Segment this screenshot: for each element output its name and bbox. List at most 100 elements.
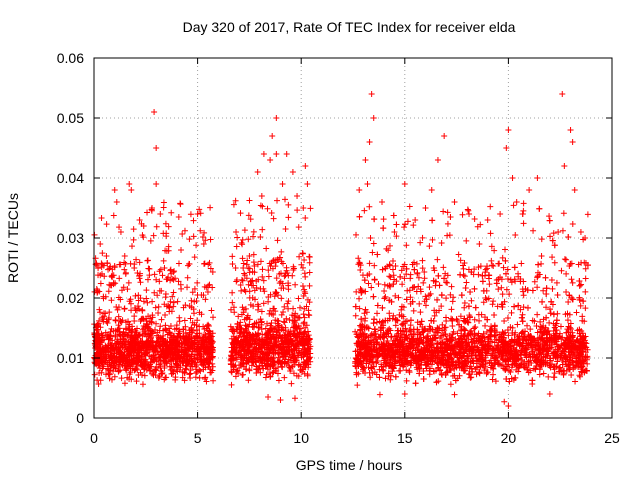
data-point xyxy=(404,218,411,225)
data-point xyxy=(131,318,138,325)
data-point xyxy=(237,210,244,217)
data-point xyxy=(121,259,128,266)
data-point xyxy=(233,278,240,285)
data-point xyxy=(449,322,456,329)
data-point xyxy=(561,256,568,263)
data-point xyxy=(97,280,104,287)
data-point xyxy=(296,304,303,311)
data-point xyxy=(564,317,571,324)
data-point xyxy=(397,367,404,374)
data-point xyxy=(546,319,553,326)
data-point xyxy=(128,243,135,250)
data-point xyxy=(133,378,140,385)
data-point xyxy=(122,331,129,338)
data-point xyxy=(194,279,201,286)
data-point xyxy=(180,304,187,311)
data-point xyxy=(140,298,147,305)
data-point xyxy=(160,230,167,237)
data-point xyxy=(302,215,309,222)
chart-title: Day 320 of 2017, Rate Of TEC Index for r… xyxy=(183,19,516,35)
data-point xyxy=(198,311,205,318)
data-point xyxy=(250,228,257,235)
data-point xyxy=(203,378,210,385)
data-point xyxy=(543,291,550,298)
data-point xyxy=(111,373,118,380)
data-point xyxy=(104,331,111,338)
data-point xyxy=(461,304,468,311)
data-point xyxy=(137,318,144,325)
data-point xyxy=(489,262,496,269)
data-point xyxy=(202,296,209,303)
data-point xyxy=(161,301,168,308)
data-point xyxy=(520,292,527,299)
data-point xyxy=(162,220,169,227)
data-point xyxy=(184,356,191,363)
data-point xyxy=(162,247,169,254)
data-point xyxy=(111,262,118,269)
data-point xyxy=(553,279,560,286)
data-point xyxy=(295,295,302,302)
data-point xyxy=(175,341,182,348)
data-point xyxy=(134,325,141,332)
data-point xyxy=(301,257,308,264)
data-point xyxy=(189,289,196,296)
data-point xyxy=(260,277,267,284)
data-point xyxy=(121,253,128,260)
data-point xyxy=(180,332,187,339)
data-point xyxy=(158,287,165,294)
data-point xyxy=(229,261,236,268)
data-point xyxy=(443,295,450,302)
data-point xyxy=(151,271,158,278)
data-point xyxy=(186,236,193,243)
data-point xyxy=(161,376,168,383)
data-point xyxy=(422,302,429,309)
data-point xyxy=(568,276,575,283)
data-point xyxy=(527,326,534,333)
data-point xyxy=(139,381,146,388)
data-point xyxy=(114,306,121,313)
data-point xyxy=(563,256,570,263)
data-point xyxy=(420,279,427,286)
data-point xyxy=(115,322,122,329)
data-point xyxy=(476,369,483,376)
data-point xyxy=(529,287,536,294)
data-point xyxy=(117,367,124,374)
data-point xyxy=(152,371,159,378)
data-point xyxy=(168,308,175,315)
data-point xyxy=(487,203,494,210)
data-point xyxy=(288,380,295,387)
data-point xyxy=(94,288,101,295)
data-point xyxy=(282,226,289,233)
data-point xyxy=(193,322,200,329)
data-point xyxy=(153,276,160,283)
data-point xyxy=(127,339,134,346)
data-point xyxy=(426,243,433,250)
data-point xyxy=(189,361,196,368)
data-point xyxy=(165,352,172,359)
data-point xyxy=(122,337,129,344)
data-point xyxy=(140,363,147,370)
data-point xyxy=(190,217,197,224)
data-point xyxy=(170,289,177,296)
data-point xyxy=(177,200,184,207)
data-point xyxy=(498,284,505,291)
data-point xyxy=(536,371,543,378)
data-point xyxy=(239,236,246,243)
data-point xyxy=(137,331,144,338)
data-point xyxy=(354,382,361,389)
data-point xyxy=(162,322,169,329)
data-point xyxy=(262,374,269,381)
data-point xyxy=(150,232,157,239)
data-point xyxy=(107,263,114,270)
data-point xyxy=(294,207,301,214)
data-point xyxy=(239,241,246,248)
data-point xyxy=(499,254,506,261)
data-point xyxy=(550,374,557,381)
data-point xyxy=(101,336,108,343)
data-point xyxy=(238,239,245,246)
data-point xyxy=(210,314,217,321)
data-point xyxy=(569,279,576,286)
data-point xyxy=(135,372,142,379)
data-point xyxy=(131,264,138,271)
data-point xyxy=(381,281,388,288)
